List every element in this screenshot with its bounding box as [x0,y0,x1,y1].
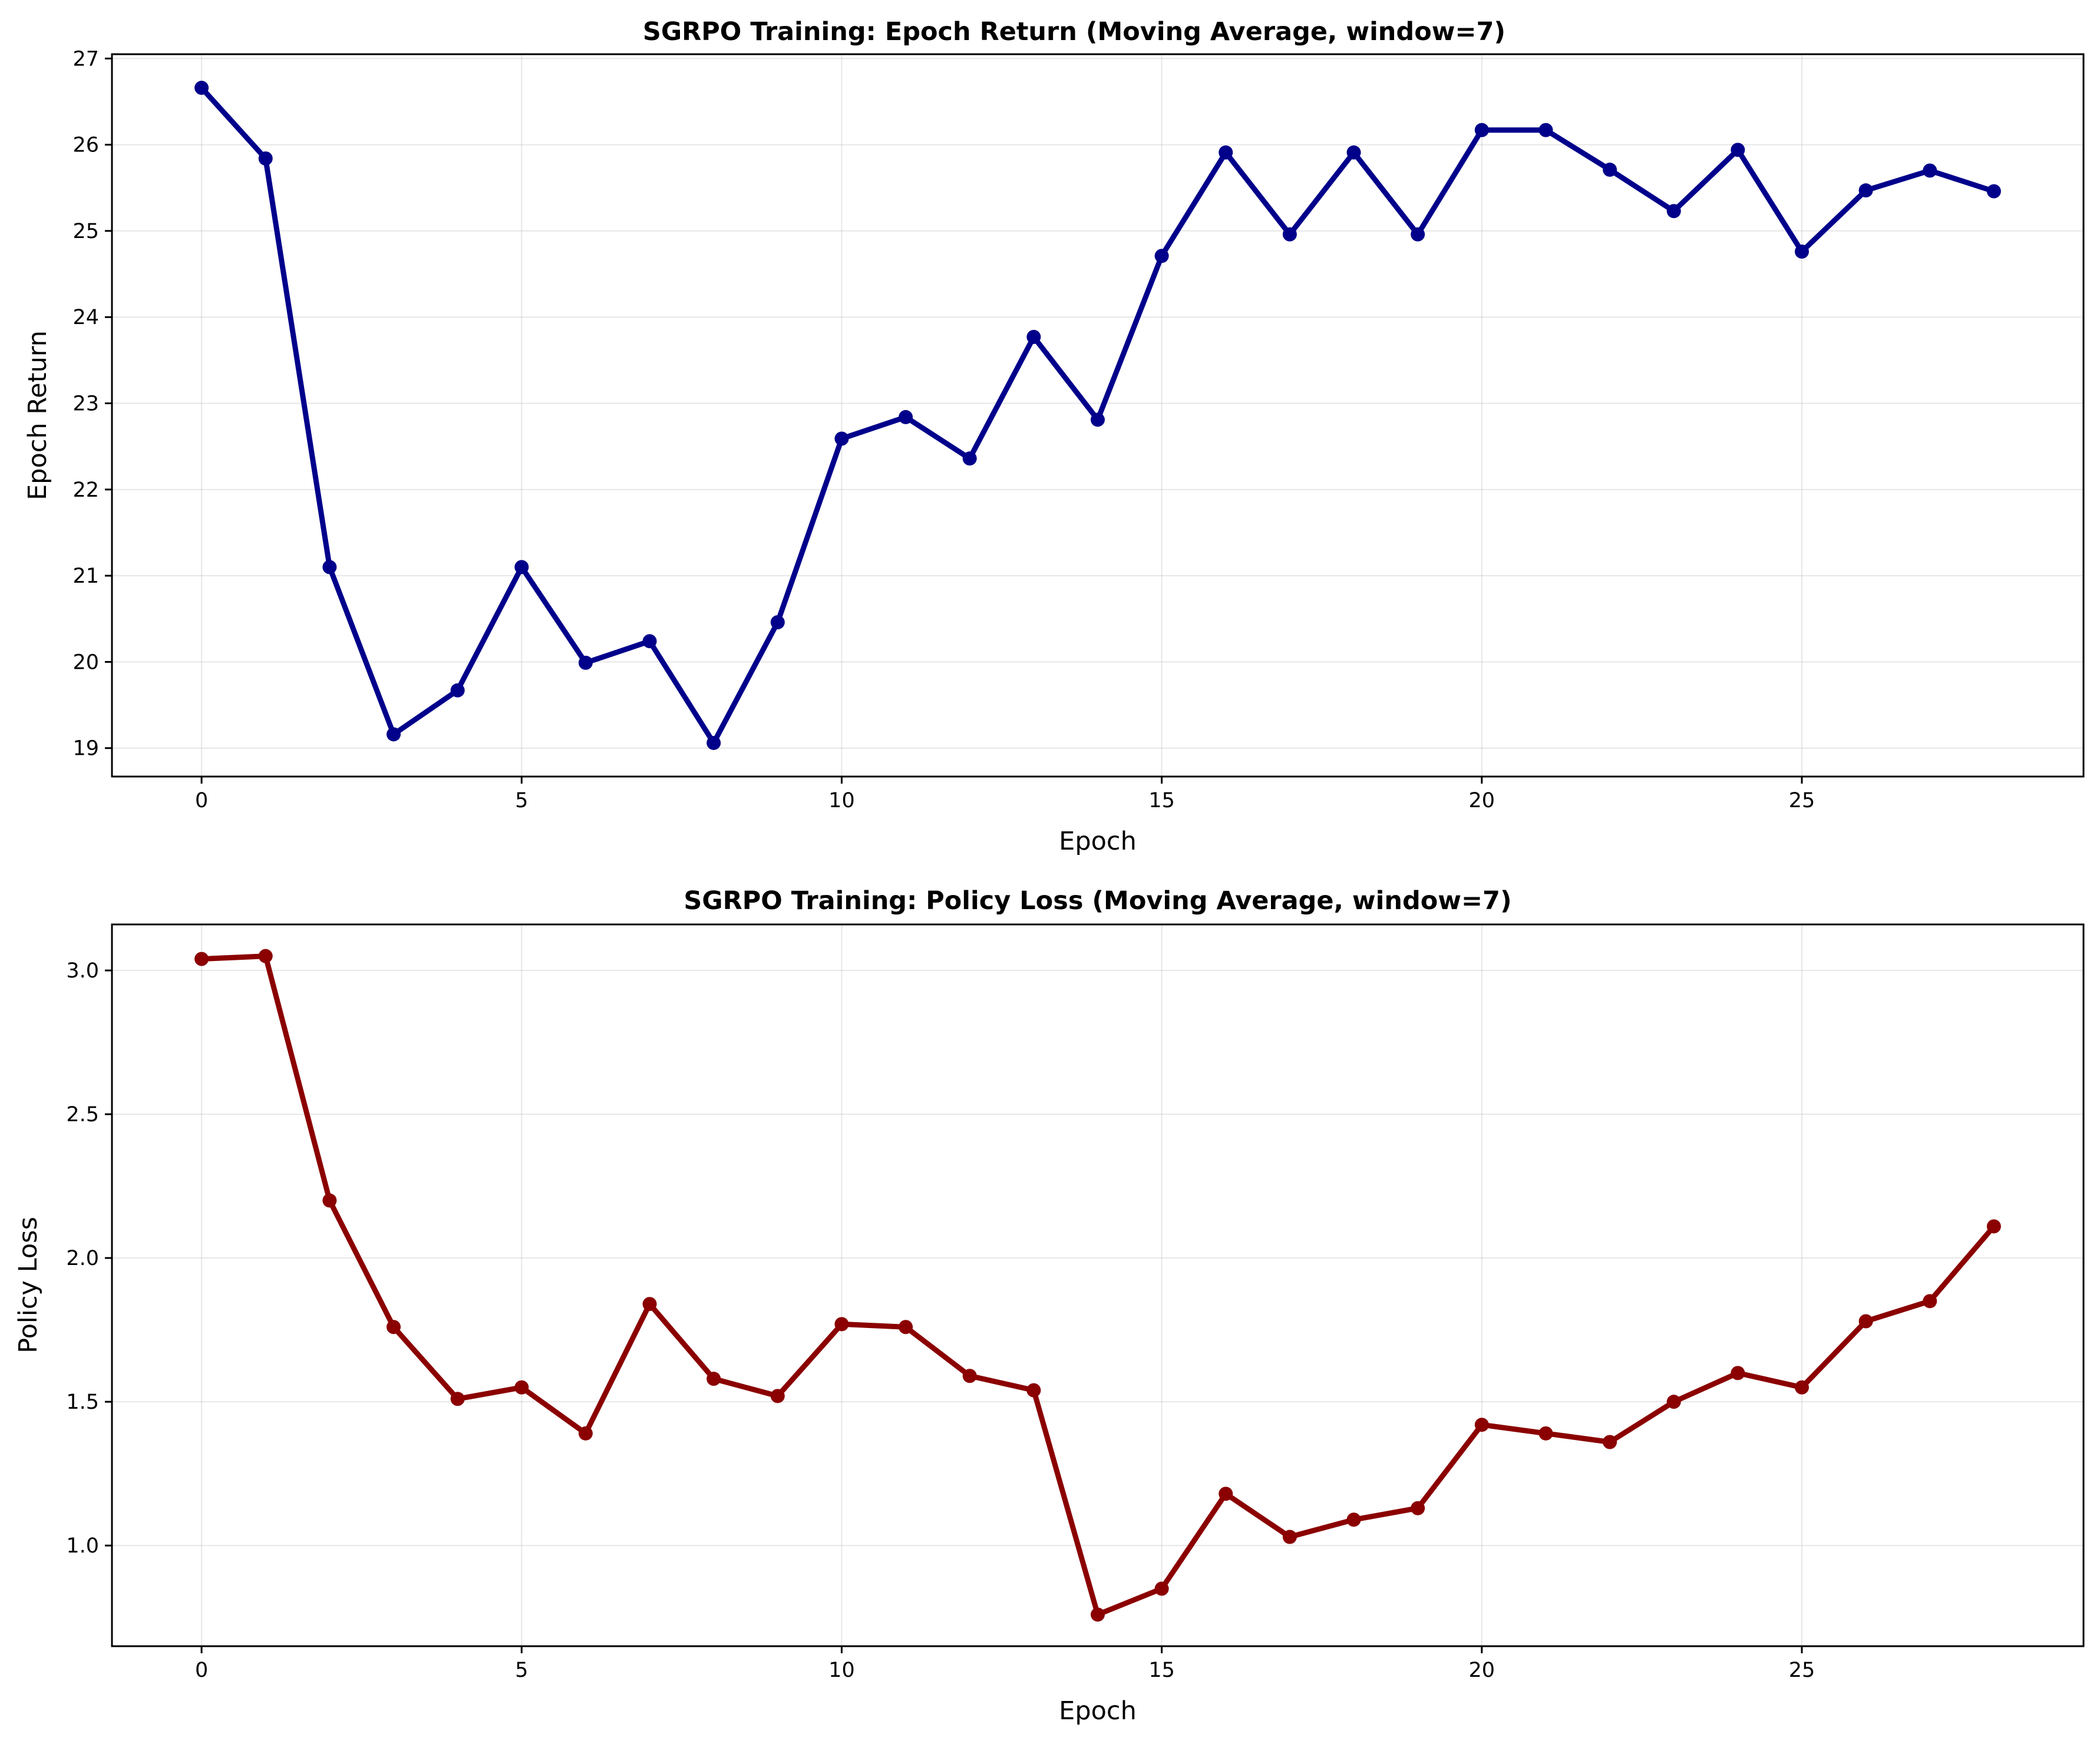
y-tick-label: 1.5 [66,1390,99,1414]
y-tick-label: 27 [72,47,99,71]
data-point [1474,123,1489,137]
data-point [1411,227,1425,242]
data-point [322,560,337,574]
data-point [1986,1219,2001,1234]
y-tick-label: 2.0 [66,1247,99,1270]
x-tick-label: 5 [515,1659,528,1682]
data-point [258,151,273,166]
data-point [387,1320,401,1335]
data-point [1986,184,2001,199]
data-point [1603,163,1617,177]
data-point [258,949,273,963]
x-tick-label: 25 [1789,789,1815,812]
x-tick-label: 0 [195,1659,208,1682]
data-point [514,1380,529,1395]
chart-title: SGRPO Training: Epoch Return (Moving Ave… [643,17,1505,47]
data-point [899,409,913,424]
x-tick-label: 20 [1469,789,1495,812]
data-point [1026,1383,1041,1398]
x-axis-label: Epoch [1059,1696,1137,1726]
data-point [450,1392,465,1406]
data-point [1858,183,1873,198]
data-point [1091,1607,1105,1622]
y-axis-label: Policy Loss [14,1217,43,1353]
data-point [770,615,785,630]
data-point [194,81,209,95]
x-tick-label: 10 [828,789,855,812]
data-point [834,1317,849,1332]
data-point [1538,123,1553,137]
data-point [1731,1366,1745,1380]
y-tick-label: 25 [72,220,99,243]
y-tick-label: 23 [72,392,99,416]
data-point [1795,245,1809,259]
y-tick-label: 19 [72,737,99,761]
y-tick-label: 3.0 [66,959,99,983]
x-tick-label: 10 [828,1659,855,1682]
data-point [578,655,593,670]
data-point [1091,412,1105,427]
y-tick-label: 21 [72,564,99,588]
data-point [770,1389,785,1403]
policy-loss-chart: SGRPO Training: Policy Loss (Moving Aver… [14,886,2085,1726]
data-point [1666,204,1681,219]
data-point [706,1372,721,1386]
x-axis-label: Epoch [1059,827,1137,856]
y-tick-label: 20 [72,650,99,674]
data-point [322,1193,337,1208]
data-point [1219,145,1233,160]
data-point [1858,1314,1873,1329]
plot-frame [111,923,2085,1647]
data-point [1923,163,1937,178]
x-tick-label: 25 [1789,1659,1815,1682]
data-point [1603,1435,1617,1449]
series-line [199,953,1997,1617]
data-point [962,1369,977,1383]
data-point [1346,1512,1361,1527]
data-point [1795,1380,1809,1395]
data-point [578,1426,593,1441]
data-point [1474,1418,1489,1432]
data-point [1538,1426,1553,1441]
y-tick-label: 24 [72,306,99,329]
x-tick-label: 15 [1148,789,1175,812]
data-point [387,727,401,742]
data-point [1923,1294,1937,1309]
epoch-return-chart: SGRPO Training: Epoch Return (Moving Ave… [23,17,2085,856]
y-tick-label: 1.0 [66,1534,99,1558]
y-tick-label: 22 [72,478,99,502]
data-point [1731,143,1745,157]
data-point [1154,1581,1169,1596]
y-tick-label: 2.5 [66,1103,99,1127]
data-point [1346,145,1361,160]
data-point [899,1320,913,1335]
data-point [706,735,721,750]
y-tick-label: 26 [72,134,99,157]
data-point [642,1297,657,1312]
data-point [1219,1487,1233,1501]
chart-title: SGRPO Training: Policy Loss (Moving Aver… [684,886,1511,916]
data-point [1154,249,1169,263]
data-point [1282,227,1297,242]
x-tick-label: 20 [1469,1659,1495,1682]
data-point [834,431,849,446]
x-tick-label: 0 [195,789,208,812]
data-point [1026,329,1041,344]
plot-frame [111,53,2085,778]
data-point [1666,1395,1681,1409]
data-point [514,560,529,574]
y-axis-label: Epoch Return [23,331,52,500]
x-tick-label: 15 [1148,1659,1175,1682]
data-point [962,451,977,466]
data-point [450,683,465,698]
x-tick-label: 5 [515,789,528,812]
data-point [642,634,657,649]
data-point [194,952,209,966]
data-point [1282,1530,1297,1544]
data-point [1411,1501,1425,1515]
